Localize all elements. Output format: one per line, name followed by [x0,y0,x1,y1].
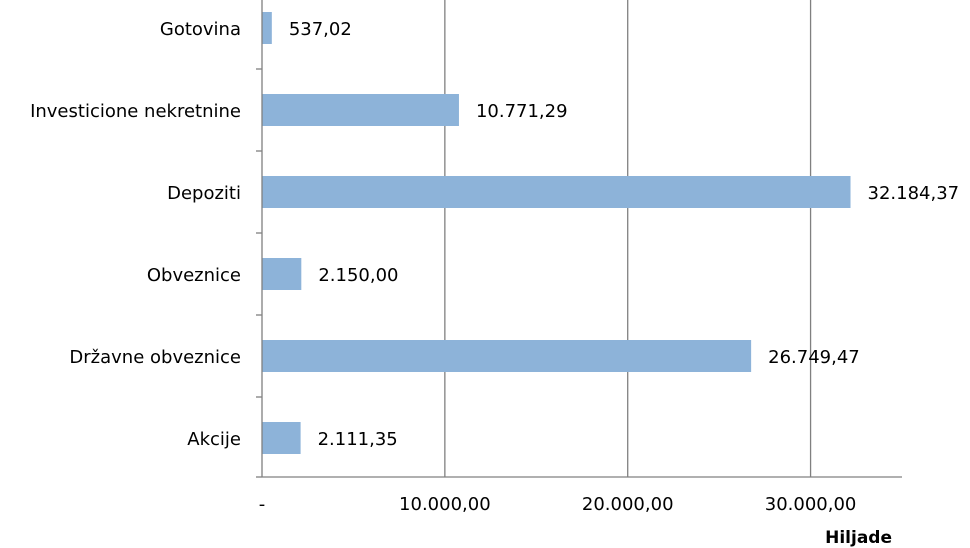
x-axis-unit-label: Hiljade [825,528,892,548]
bar-2 [262,176,851,208]
bars [262,12,851,454]
x-tick-label-3: 30.000,00 [765,494,857,515]
category-label-4: Državne obveznice [69,347,241,368]
grid-lines [444,0,812,477]
labels: 537,02 Gotovina 10.771,29 Investicione nekr… [30,19,959,515]
bar-4 [262,340,752,372]
category-label-1: Investicione nekretnine [30,101,241,122]
x-tick-label-0: - [259,494,266,515]
bar-3 [262,258,302,290]
data-label-1: 10.771,29 [476,101,568,122]
axes [256,0,902,478]
data-label-5: 2.111,35 [318,429,398,450]
bar-0 [262,12,272,44]
x-tick-label-2: 20.000,00 [582,494,674,515]
data-label-4: 26.749,47 [768,347,860,368]
data-label-0: 537,02 [289,19,352,40]
x-tick-label-1: 10.000,00 [399,494,491,515]
bar-1 [262,94,459,126]
bar-5 [262,422,301,454]
data-label-2: 32.184,37 [868,183,960,204]
category-label-2: Depoziti [167,183,241,204]
category-label-5: Akcije [187,429,241,450]
data-label-3: 2.150,00 [318,265,398,286]
category-label-3: Obveznice [147,265,241,286]
category-label-0: Gotovina [160,19,241,40]
